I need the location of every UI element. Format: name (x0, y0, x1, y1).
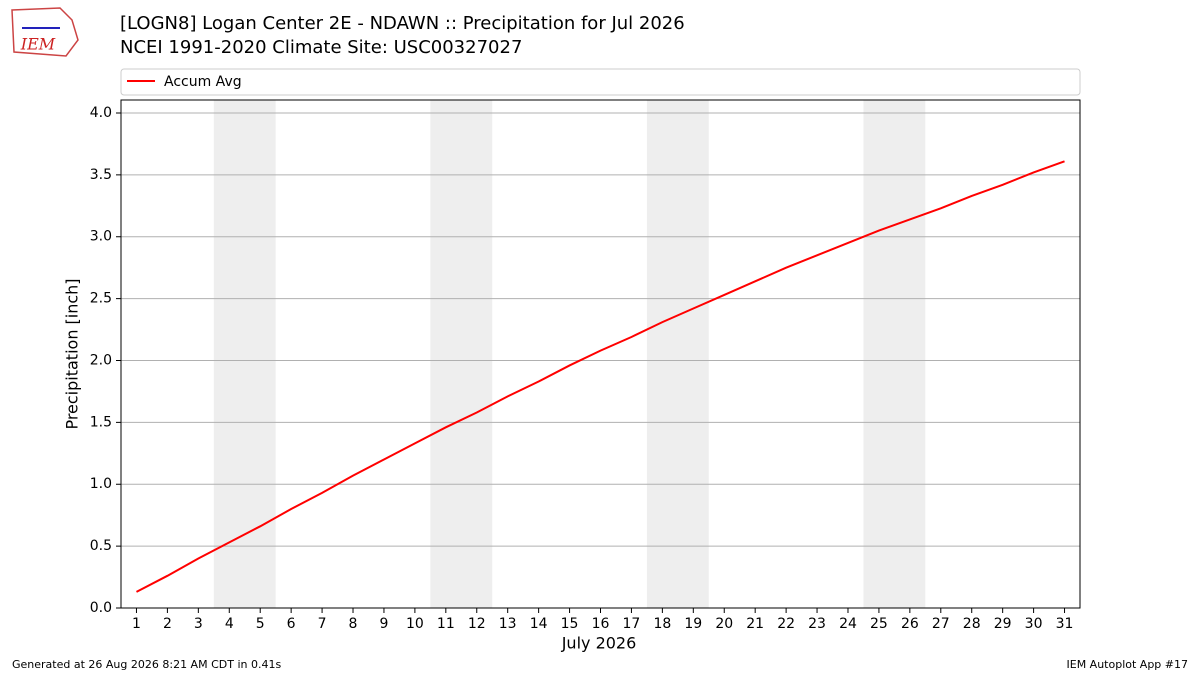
x-tick-label: 8 (349, 616, 358, 632)
x-axis-label: July 2026 (561, 634, 637, 653)
footer-right: IEM Autoplot App #17 (1067, 658, 1189, 671)
logo: IEM (11, 7, 79, 57)
x-tick-label: 17 (623, 616, 641, 632)
x-tick-label: 29 (994, 616, 1012, 632)
weekend-shade (646, 100, 709, 608)
x-tick-label: 2 (163, 616, 172, 632)
weekend-shade (430, 100, 493, 608)
x-tick-label: 3 (194, 616, 203, 632)
chart-title: [LOGN8] Logan Center 2E - NDAWN :: Preci… (120, 13, 685, 34)
y-tick-label: 4.0 (90, 105, 112, 121)
plot-frame (120, 99, 1081, 609)
x-tick-label: 5 (256, 616, 265, 632)
weekend-shade (213, 100, 276, 608)
x-tick-label: 6 (287, 616, 296, 632)
logo-text: IEM (20, 35, 56, 54)
x-tick-label: 27 (932, 616, 950, 632)
x-tick-label: 1 (132, 616, 141, 632)
x-tick-label: 18 (653, 616, 671, 632)
chart-subtitle: NCEI 1991-2020 Climate Site: USC00327027 (120, 37, 522, 58)
x-tick-label: 4 (225, 616, 234, 632)
x-tick-label: 21 (746, 616, 764, 632)
logo-outline (11, 7, 79, 57)
legend-label: Accum Avg (164, 74, 242, 90)
x-tick-label: 30 (1025, 616, 1043, 632)
x-tick-label: 15 (561, 616, 579, 632)
x-tick-label: 16 (592, 616, 610, 632)
x-tick-label: 24 (839, 616, 857, 632)
y-tick-label: 0.0 (90, 600, 112, 616)
y-tick-label: 2.5 (90, 291, 112, 307)
x-tick-label: 14 (530, 616, 548, 632)
series-line (136, 160, 1065, 593)
x-tick-label: 7 (318, 616, 327, 632)
x-tick-label: 22 (777, 616, 795, 632)
x-tick-label: 13 (499, 616, 517, 632)
footer-left: Generated at 26 Aug 2026 8:21 AM CDT in … (12, 658, 281, 671)
x-tick-label: 28 (963, 616, 981, 632)
x-tick-label: 9 (379, 616, 388, 632)
x-tick-label: 20 (715, 616, 733, 632)
x-tick-label: 11 (437, 616, 455, 632)
y-tick-label: 1.5 (90, 414, 112, 430)
x-tick-label: 19 (684, 616, 702, 632)
y-tick-label: 3.0 (90, 229, 112, 245)
x-tick-label: 23 (808, 616, 826, 632)
y-axis-label: Precipitation [inch] (63, 278, 82, 429)
x-tick-label: 31 (1056, 616, 1074, 632)
y-tick-label: 3.5 (90, 167, 112, 183)
y-tick-label: 2.0 (90, 352, 112, 368)
x-tick-label: 26 (901, 616, 919, 632)
x-tick-label: 10 (406, 616, 424, 632)
y-tick-label: 0.5 (90, 538, 112, 554)
x-tick-label: 12 (468, 616, 486, 632)
legend-box (120, 68, 1081, 96)
weekend-shade (863, 100, 926, 608)
x-tick-label: 25 (870, 616, 888, 632)
y-tick-label: 1.0 (90, 476, 112, 492)
